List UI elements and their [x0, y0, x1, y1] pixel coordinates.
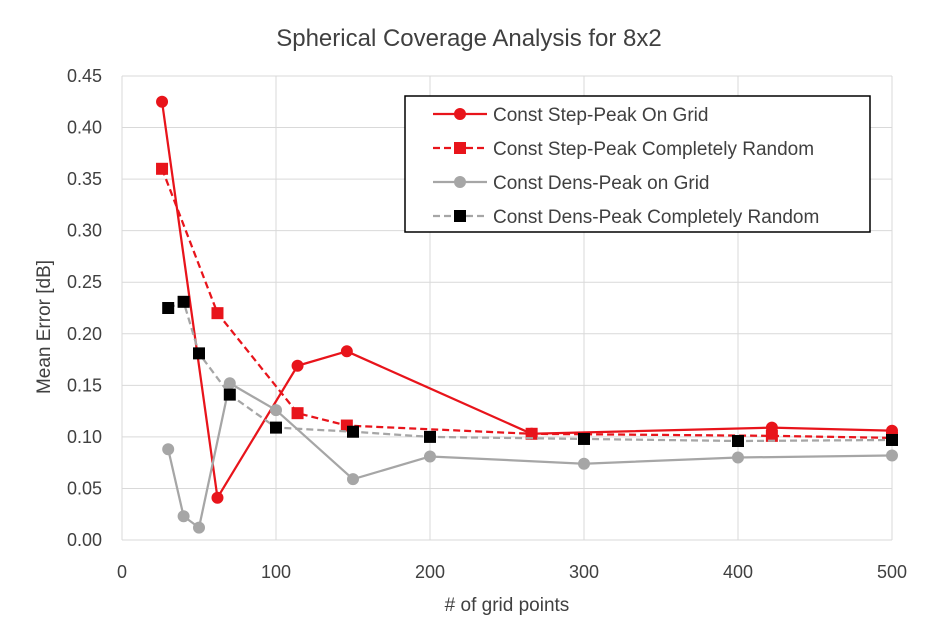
x-tick-label: 200	[415, 562, 445, 582]
y-tick-label: 0.25	[67, 272, 102, 292]
data-point	[886, 449, 898, 462]
legend-entry: Const Dens-Peak on Grid	[433, 173, 710, 194]
data-point	[732, 451, 744, 464]
legend-swatch-marker	[454, 142, 466, 154]
y-tick-label: 0.30	[67, 221, 102, 241]
data-point	[578, 457, 590, 470]
y-tick-label: 0.20	[67, 324, 102, 344]
y-tick-label: 0.05	[67, 478, 102, 498]
legend-label: Const Dens-Peak on Grid	[493, 173, 710, 194]
legend-label: Const Dens-Peak Completely Random	[493, 207, 819, 228]
chart-title: Spherical Coverage Analysis for 8x2	[276, 25, 662, 52]
x-tick-label: 0	[117, 562, 127, 582]
data-point	[193, 347, 205, 360]
x-axis-label: # of grid points	[445, 595, 570, 616]
legend-entry: Const Dens-Peak Completely Random	[433, 207, 819, 228]
data-point	[211, 307, 224, 320]
tick-labels: 0.00 0.05 0.10 0.15 0.20 0.25 0.30 0.35 0.40 0.45…	[67, 66, 907, 582]
legend-swatch-marker	[454, 176, 466, 188]
x-tick-label: 300	[569, 562, 599, 582]
data-point	[156, 95, 169, 108]
data-point	[223, 377, 236, 390]
data-point	[886, 433, 898, 446]
data-point	[340, 345, 353, 358]
legend-swatch-marker	[454, 210, 466, 222]
y-tick-label: 0.10	[67, 427, 102, 447]
data-point	[340, 419, 353, 432]
y-tick-label: 0.40	[67, 118, 102, 138]
y-axis-label: Mean Error [dB]	[34, 260, 55, 394]
data-point	[347, 473, 359, 486]
series-line	[167, 382, 893, 529]
data-point	[291, 407, 304, 420]
data-point	[424, 430, 436, 443]
data-point	[424, 450, 436, 463]
data-point	[347, 425, 359, 438]
data-point	[732, 435, 744, 448]
data-point	[223, 388, 236, 401]
series-4	[162, 295, 898, 448]
y-tick-label: 0.15	[67, 375, 102, 395]
data-point	[270, 421, 282, 434]
data-point	[270, 404, 282, 417]
data-point	[193, 521, 205, 534]
data-point	[177, 295, 190, 308]
legend-entry: Const Step-Peak Completely Random	[433, 139, 814, 160]
data-point	[211, 491, 224, 504]
legend: Const Step-Peak On Grid Const Step-Peak C…	[404, 95, 871, 233]
data-point	[162, 302, 175, 314]
x-tick-label: 500	[877, 562, 907, 582]
legend-swatch-marker	[454, 108, 466, 120]
legend-label: Const Step-Peak Completely Random	[493, 139, 814, 160]
data-point	[162, 443, 175, 456]
y-tick-label: 0.00	[67, 530, 102, 550]
data-point	[156, 162, 169, 175]
x-tick-label: 400	[723, 562, 753, 582]
data-point	[578, 432, 590, 445]
legend-entry: Const Step-Peak On Grid	[433, 105, 708, 126]
y-tick-label: 0.45	[67, 66, 102, 86]
series-line	[167, 300, 893, 443]
y-tick-label: 0.35	[67, 169, 102, 189]
legend-label: Const Step-Peak On Grid	[493, 105, 708, 126]
x-tick-label: 100	[261, 562, 291, 582]
series-3	[162, 377, 898, 534]
data-point	[177, 510, 190, 523]
series-lines	[156, 95, 898, 534]
legend-box	[404, 95, 871, 233]
data-point	[291, 359, 304, 372]
legend-items: Const Step-Peak On Grid Const Step-Peak C…	[433, 105, 819, 228]
